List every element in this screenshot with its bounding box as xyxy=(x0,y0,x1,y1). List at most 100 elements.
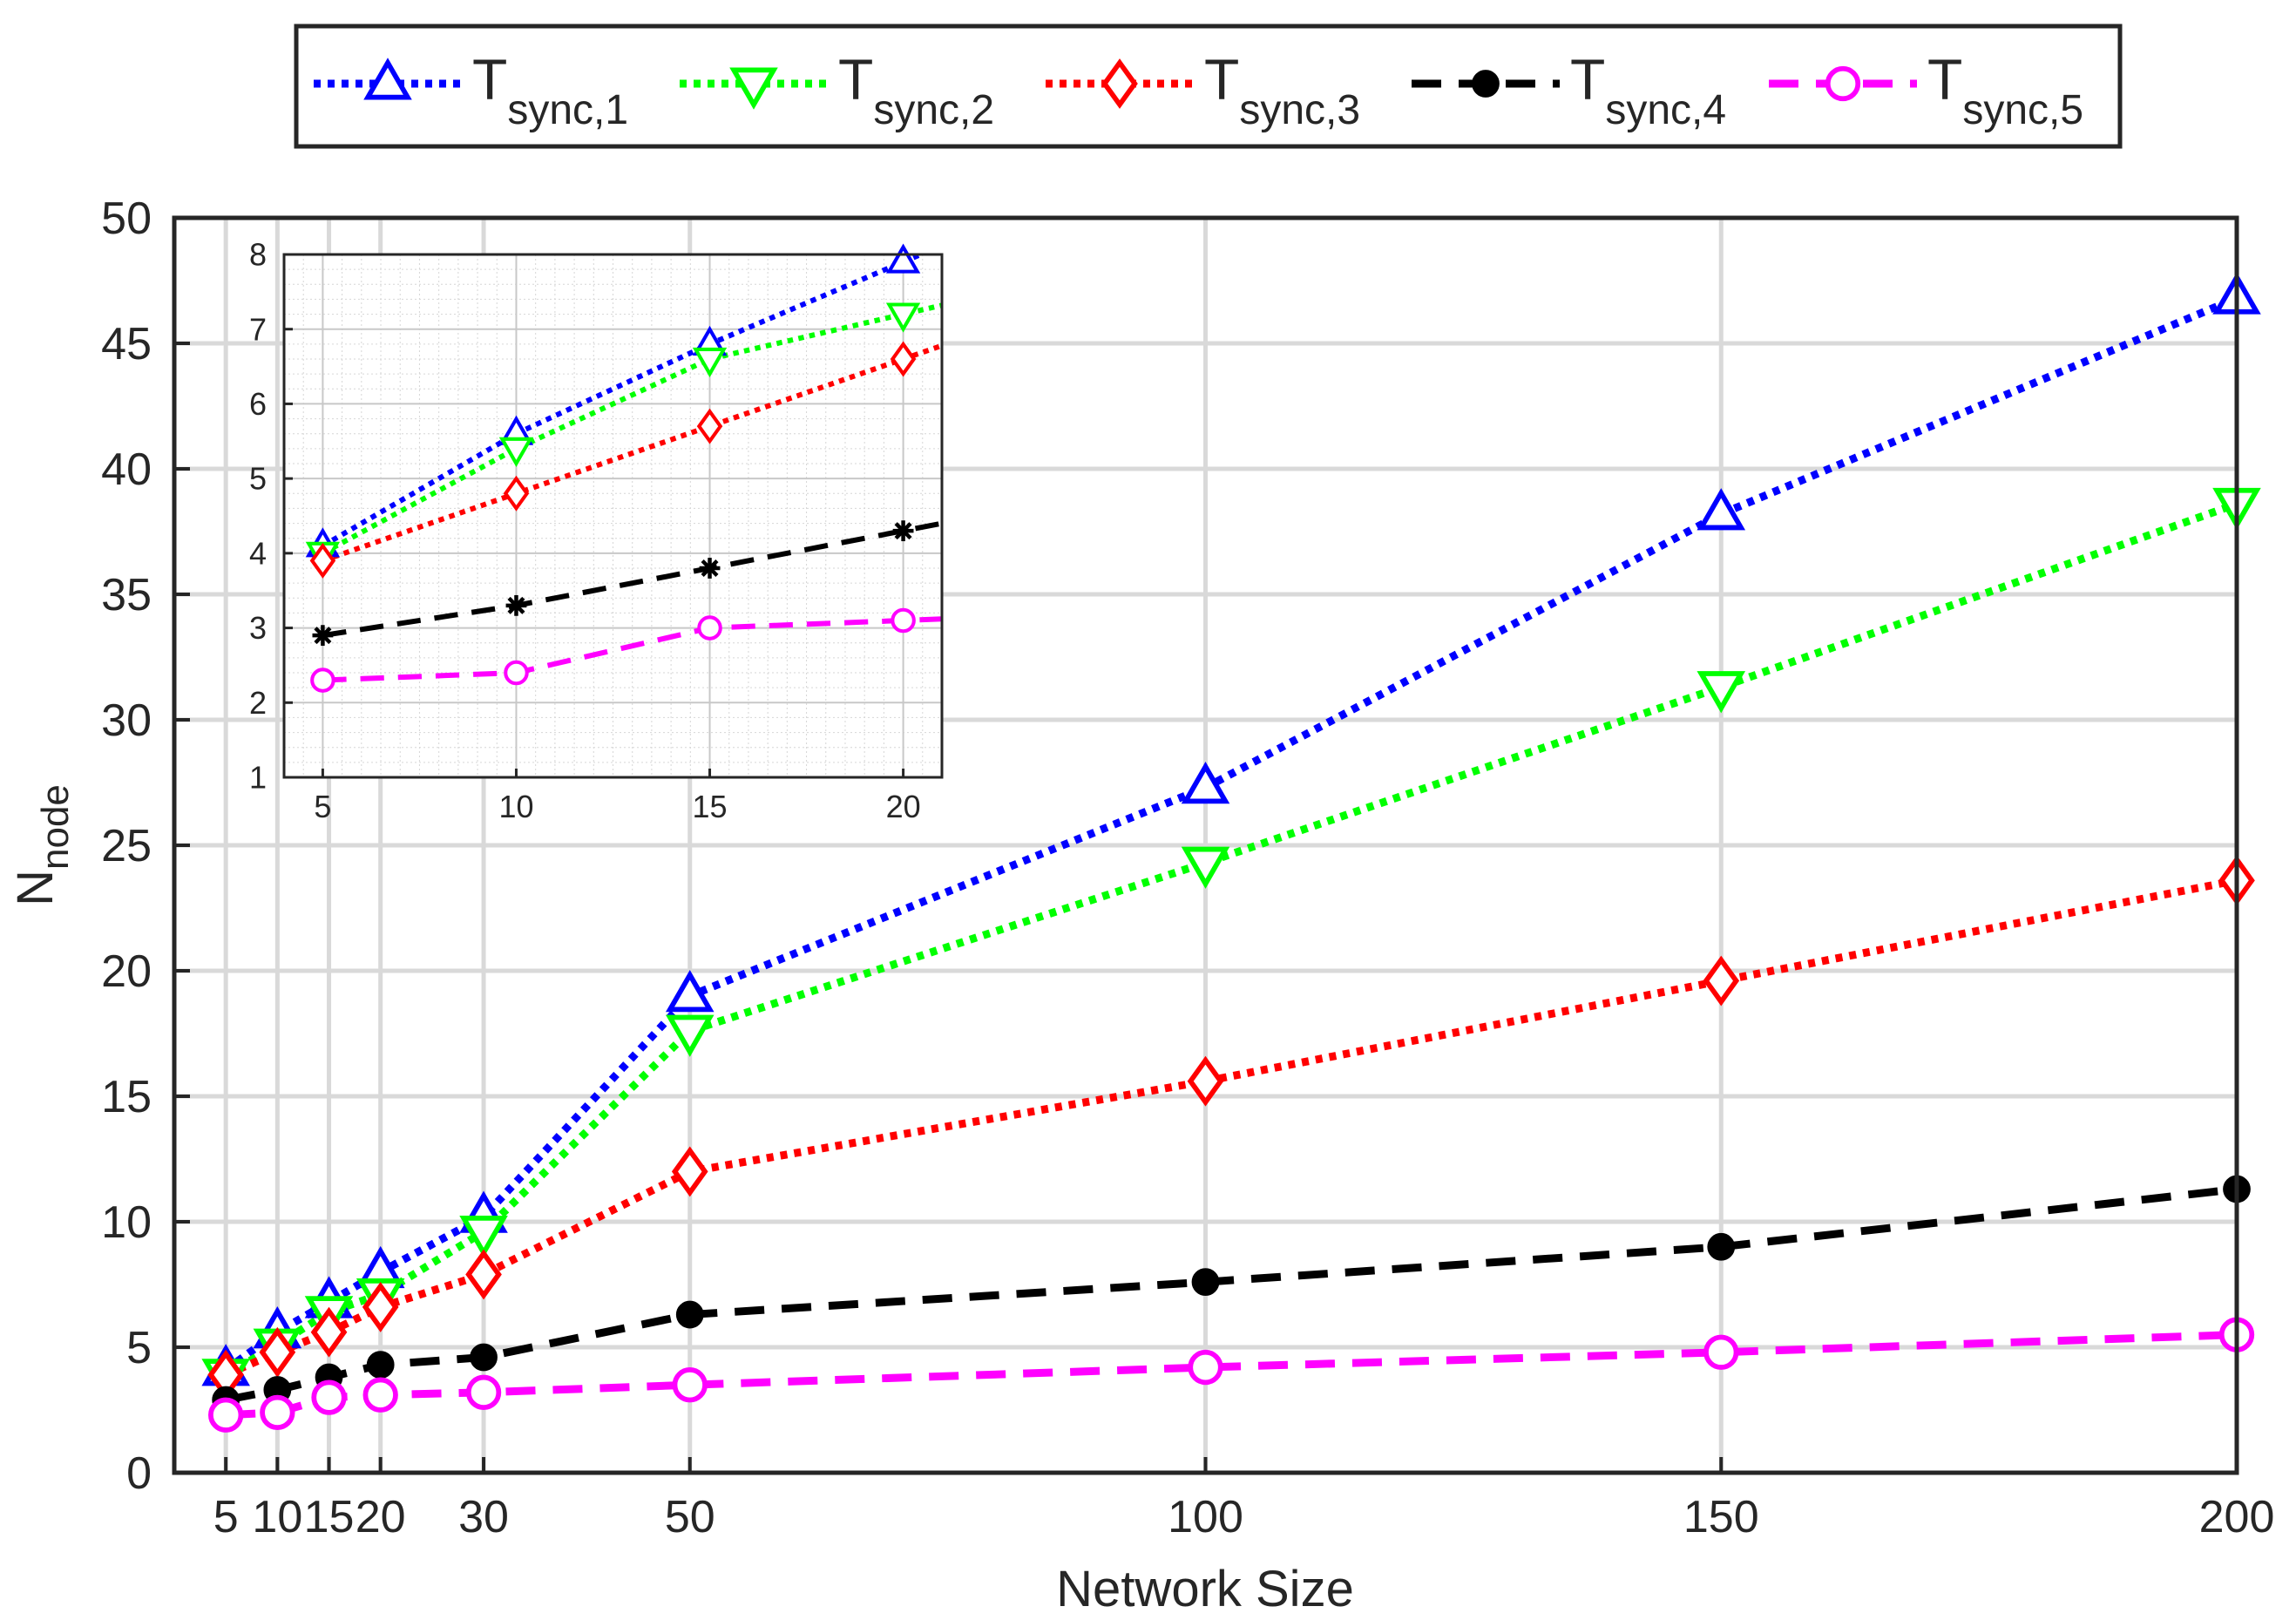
inset-series-5-point xyxy=(891,607,916,634)
main-series-5-point xyxy=(260,1394,295,1431)
inset-series-2-point xyxy=(498,437,534,467)
inset-y-tick-label: 7 xyxy=(249,311,267,347)
main-x-tick-label: 150 xyxy=(1683,1492,1759,1542)
inset-chart: 1 2 3 4 5 6 7 8 5 10 15 20 xyxy=(249,237,944,824)
legend-item-1: Tsync,1 xyxy=(314,47,628,133)
main-y-tick-label: 30 xyxy=(101,695,152,746)
main-x-tick-label: 50 xyxy=(665,1492,715,1542)
inset-y-tick-label: 5 xyxy=(249,461,267,497)
inset-x-tick-label: 5 xyxy=(314,789,331,824)
inset-series-2-point xyxy=(885,302,921,333)
inset-x-tick-label: 20 xyxy=(886,789,921,824)
main-series-4-point xyxy=(1707,1232,1736,1261)
legend-label-sub: sync,5 xyxy=(1962,87,2083,133)
inset-series-5-point xyxy=(504,660,529,686)
legend-label-base: T xyxy=(1927,47,1962,112)
legend-label-sub: sync,4 xyxy=(1605,87,1726,133)
main-x-tick-label: 10 xyxy=(252,1492,302,1542)
main-x-tick-label: 20 xyxy=(356,1492,406,1542)
inset-series-line-2 xyxy=(321,302,942,556)
main-series-1-point xyxy=(1697,488,1746,531)
inset-y-tick-label: 2 xyxy=(249,685,267,721)
inset-series-3-point xyxy=(890,341,917,377)
inset-x-tick-label: 15 xyxy=(693,789,728,824)
main-series-3-point xyxy=(465,1249,502,1300)
main-plot-area xyxy=(201,272,2261,1433)
inset-series-4-point xyxy=(312,625,334,647)
main-series-5-point xyxy=(311,1379,347,1415)
legend-marker xyxy=(1825,65,1861,102)
inset-series-4-point xyxy=(892,520,914,542)
legend-marker xyxy=(363,58,412,100)
legend-item-5: Tsync,5 xyxy=(1769,47,2083,133)
main-y-tick-label: 25 xyxy=(101,821,152,871)
inset-series-line-3 xyxy=(322,342,942,564)
y-axis-label-sub: node xyxy=(34,784,77,870)
main-series-3-point xyxy=(1703,955,1740,1007)
inset-y-tick-label: 6 xyxy=(249,386,267,422)
y-axis-label: Nnode xyxy=(7,784,77,906)
main-series-5-point xyxy=(208,1397,244,1433)
legend-label-sub: sync,2 xyxy=(873,87,994,133)
main-series-4-point xyxy=(470,1343,498,1372)
y-axis-label-base: N xyxy=(7,870,64,906)
inset-series-3-point xyxy=(309,542,336,579)
main-y-tick-label: 5 xyxy=(126,1323,152,1373)
inset-y-tick-label: 8 xyxy=(249,237,267,273)
main-series-line-3 xyxy=(224,876,2237,1379)
main-series-3-point xyxy=(671,1146,708,1197)
main-y-tick-label: 10 xyxy=(101,1197,152,1248)
legend-label: Tsync,1 xyxy=(472,47,628,133)
inset-series-4-point xyxy=(699,558,721,579)
legend-marker xyxy=(729,67,778,110)
legend-label: Tsync,5 xyxy=(1927,47,2083,133)
legend-label-base: T xyxy=(838,47,873,112)
main-series-5-point xyxy=(465,1374,502,1410)
legend-marker xyxy=(1472,70,1500,98)
legend-label: Tsync,3 xyxy=(1204,47,1360,133)
inset-ticks: 1 2 3 4 5 6 7 8 5 10 15 20 xyxy=(249,237,921,824)
main-series-5-point xyxy=(672,1367,708,1403)
main-series-4-point xyxy=(675,1300,704,1329)
inset-y-tick-label: 4 xyxy=(249,535,267,571)
inset-series-4-point xyxy=(505,594,527,616)
legend-label-base: T xyxy=(1204,47,1239,112)
legend-label-sub: sync,1 xyxy=(507,87,628,133)
main-series-2-point xyxy=(665,1014,715,1057)
legend-items: Tsync,1 Tsync,2 Tsync,3 Tsync,4 Tsync,5 xyxy=(314,47,2083,133)
main-series-5-point xyxy=(1188,1349,1223,1386)
main-series-2-point xyxy=(1697,671,1746,714)
main-series-1-point xyxy=(665,970,715,1013)
inset-series-3-point xyxy=(696,408,723,444)
main-y-tick-label: 20 xyxy=(101,946,152,997)
x-axis-label: Network Size xyxy=(1056,1561,1354,1616)
legend-label-base: T xyxy=(1570,47,1605,112)
main-series-5-point xyxy=(362,1377,398,1413)
inset-series-5-point xyxy=(310,668,335,693)
main-series-1-point xyxy=(1181,761,1230,804)
main-x-tick-label: 30 xyxy=(458,1492,509,1542)
legend-label: Tsync,2 xyxy=(838,47,994,133)
inset-series-3-point xyxy=(503,475,530,512)
main-series-5-point xyxy=(1703,1334,1739,1370)
main-x-tick-label: 5 xyxy=(213,1492,239,1542)
inset-x-tick-label: 10 xyxy=(498,789,533,824)
legend-marker xyxy=(1101,58,1138,109)
main-series-line-1 xyxy=(223,295,2237,1373)
main-series-3-point xyxy=(259,1326,296,1378)
main-y-tick-label: 15 xyxy=(101,1072,152,1122)
legend-label-base: T xyxy=(472,47,507,112)
legend-item-2: Tsync,2 xyxy=(680,47,994,133)
inset-plot-area xyxy=(305,243,942,693)
legend-item-4: Tsync,4 xyxy=(1412,47,1726,133)
legend-item-3: Tsync,3 xyxy=(1046,47,1360,133)
main-x-tick-label: 15 xyxy=(304,1492,355,1542)
main-series-4-point xyxy=(366,1351,395,1379)
main-y-tick-label: 0 xyxy=(126,1448,152,1499)
main-series-4-point xyxy=(1191,1268,1220,1296)
legend-label: Tsync,4 xyxy=(1570,47,1726,133)
legend-label-sub: sync,3 xyxy=(1239,87,1360,133)
